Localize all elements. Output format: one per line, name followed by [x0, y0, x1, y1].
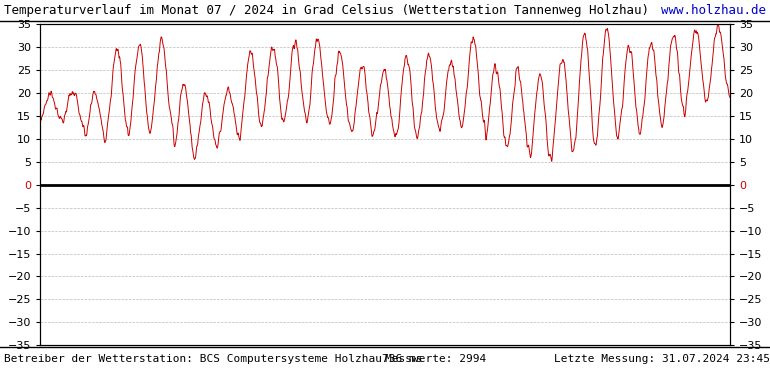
Text: Betreiber der Wetterstation: BCS Computersysteme Holzhau736 ms: Betreiber der Wetterstation: BCS Compute…	[4, 353, 423, 364]
Text: www.holzhau.de: www.holzhau.de	[661, 4, 766, 17]
Text: Messwerte: 2994: Messwerte: 2994	[385, 353, 486, 364]
Text: Letzte Messung: 31.07.2024 23:45 Uhr: Letzte Messung: 31.07.2024 23:45 Uhr	[554, 353, 770, 364]
Text: Temperaturverlauf im Monat 07 / 2024 in Grad Celsius (Wetterstation Tannenweg Ho: Temperaturverlauf im Monat 07 / 2024 in …	[4, 4, 649, 17]
